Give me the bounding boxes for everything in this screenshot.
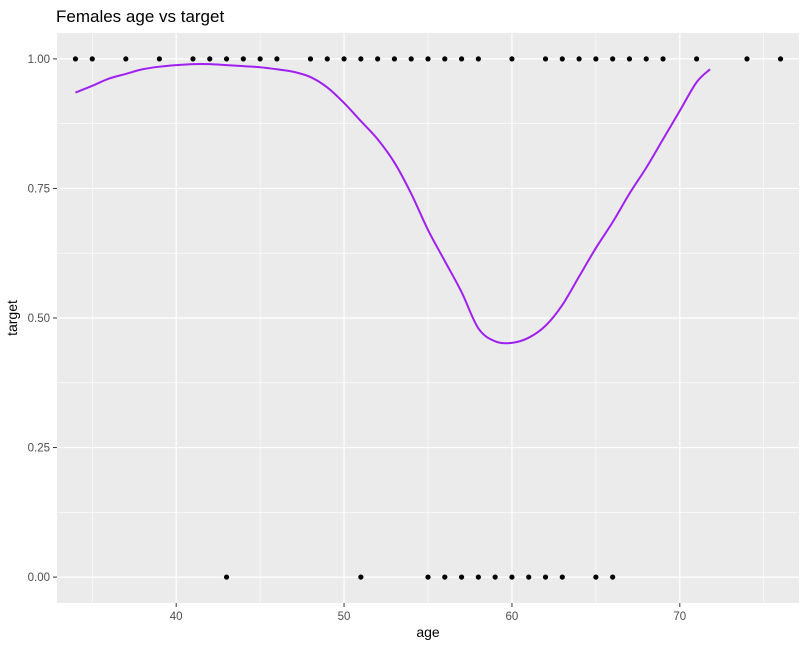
- data-point: [458, 574, 465, 580]
- data-point: [610, 574, 616, 580]
- data-point: [660, 56, 666, 62]
- data-point: [190, 56, 196, 62]
- data-point: [693, 56, 700, 62]
- data-point: [576, 56, 582, 62]
- data-point: [777, 56, 784, 62]
- data-point: [509, 574, 515, 580]
- data-point: [442, 574, 448, 580]
- data-point: [123, 56, 129, 62]
- data-point: [492, 574, 498, 580]
- data-point: [593, 56, 599, 62]
- data-point: [240, 56, 246, 62]
- data-point: [509, 56, 515, 62]
- data-point: [375, 56, 381, 62]
- chart-title: Females age vs target: [56, 7, 224, 26]
- data-point: [274, 56, 280, 62]
- data-point: [610, 56, 616, 62]
- y-tick-label: 0.00: [28, 572, 50, 584]
- data-point: [744, 56, 750, 62]
- data-point: [593, 574, 599, 580]
- data-point: [257, 56, 263, 62]
- x-axis: 40 50 60 70: [170, 603, 686, 623]
- y-tick-label: 0.25: [28, 443, 50, 455]
- data-point: [223, 574, 230, 580]
- y-tick-label: 0.50: [28, 313, 50, 325]
- data-point: [475, 56, 481, 62]
- x-axis-title: age: [416, 624, 440, 640]
- data-point: [207, 56, 213, 62]
- data-points: [72, 56, 784, 580]
- x-tick-label: 50: [338, 611, 351, 623]
- data-point: [156, 56, 163, 62]
- data-point: [324, 56, 330, 62]
- data-point: [559, 574, 565, 580]
- data-point: [643, 56, 649, 62]
- data-point: [626, 56, 633, 62]
- data-point: [458, 56, 465, 62]
- data-point: [425, 56, 431, 62]
- x-tick-label: 40: [170, 611, 183, 623]
- data-point: [358, 574, 364, 580]
- y-axis: 0.00 0.25 0.50 0.75 1.00: [28, 54, 57, 584]
- data-point: [223, 56, 230, 62]
- data-point: [89, 56, 95, 62]
- data-point: [341, 56, 347, 62]
- data-point: [442, 56, 448, 62]
- data-point: [425, 574, 431, 580]
- data-point: [307, 56, 314, 62]
- y-axis-title: target: [4, 300, 20, 336]
- x-tick-label: 60: [506, 611, 519, 623]
- data-point: [542, 574, 549, 580]
- y-tick-label: 0.75: [28, 183, 50, 195]
- data-point: [542, 56, 549, 62]
- data-point: [72, 56, 79, 62]
- data-point: [475, 574, 481, 580]
- data-point: [391, 56, 398, 62]
- y-tick-label: 1.00: [28, 54, 50, 66]
- x-tick-label: 70: [673, 611, 686, 623]
- smooth-line: [75, 62, 711, 345]
- data-point: [358, 56, 364, 62]
- data-point: [559, 56, 565, 62]
- data-point: [526, 574, 532, 580]
- data-point: [408, 56, 414, 62]
